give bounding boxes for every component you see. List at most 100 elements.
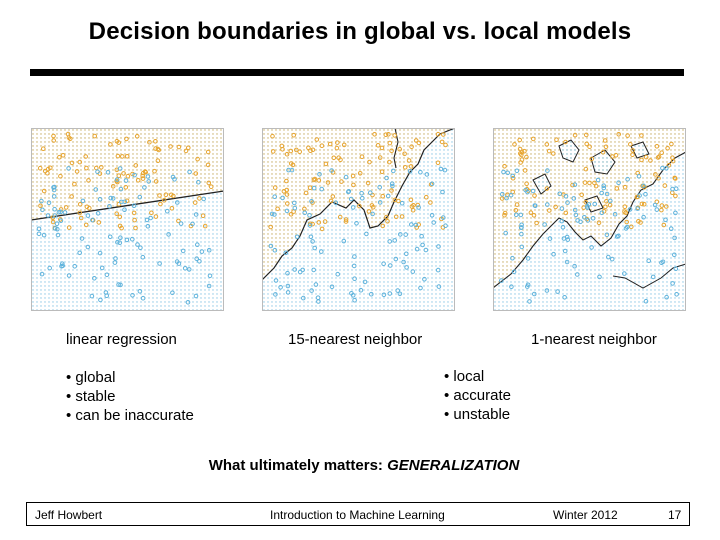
orange-sample-point (323, 161, 329, 167)
blue-sample-point (313, 282, 319, 287)
blue-sample-point (562, 248, 568, 254)
blue-sample-point (565, 237, 571, 242)
orange-sample-point (534, 220, 539, 226)
orange-sample-point (584, 141, 589, 147)
orange-sample-point (625, 133, 630, 138)
blue-sample-point (108, 195, 113, 201)
orange-sample-point (435, 131, 441, 137)
orange-sample-point (124, 198, 130, 204)
orange-sample-point (153, 214, 159, 219)
blue-sample-point (89, 293, 95, 299)
blue-sample-point (673, 210, 678, 216)
orange-sample-point (664, 204, 669, 209)
blue-sample-point (45, 213, 51, 218)
orange-sample-point (385, 219, 390, 224)
blue-sample-point (190, 221, 195, 227)
blue-sample-point (519, 222, 524, 228)
orange-sample-point (168, 144, 173, 149)
orange-sample-point (614, 186, 620, 191)
blue-sample-point (519, 244, 525, 250)
blue-sample-point (145, 174, 151, 179)
blue-sample-point (85, 213, 91, 218)
blue-sample-point (443, 223, 448, 228)
orange-sample-point (86, 178, 91, 183)
blue-sample-point (419, 233, 424, 239)
blue-sample-point (414, 246, 420, 252)
orange-sample-point (656, 175, 661, 181)
orange-sample-point (639, 157, 644, 163)
blue-sample-point (95, 169, 100, 175)
orange-sample-point (114, 138, 120, 144)
orange-sample-point (583, 166, 589, 172)
blue-sample-point (505, 170, 510, 176)
blue-sample-point (170, 290, 175, 296)
orange-sample-point (424, 194, 429, 200)
orange-sample-point (205, 149, 211, 155)
orange-sample-point (206, 180, 212, 186)
blue-sample-point (112, 260, 118, 265)
blue-sample-point (278, 285, 283, 290)
blue-sample-point (659, 260, 664, 265)
orange-sample-point (284, 178, 289, 184)
blue-sample-point (643, 298, 649, 304)
blue-sample-point (116, 282, 121, 287)
orange-sample-point (519, 152, 524, 158)
blue-sample-point (416, 205, 421, 210)
blue-sample-point (508, 192, 514, 198)
orange-sample-point (628, 141, 633, 147)
blue-sample-point (99, 265, 105, 271)
blue-sample-point (319, 186, 325, 192)
orange-sample-point (319, 226, 325, 232)
blue-sample-point (616, 180, 621, 186)
blue-sample-point (527, 299, 532, 304)
plot-1-nearest-neighbor (493, 128, 686, 311)
blue-sample-point (62, 210, 68, 215)
blue-sample-point (41, 232, 47, 238)
orange-sample-point (96, 220, 102, 225)
orange-sample-point (306, 145, 311, 151)
orange-sample-point (408, 164, 414, 169)
blue-sample-point (599, 190, 604, 196)
blue-sample-point (403, 232, 408, 237)
blue-sample-point (435, 267, 441, 273)
orange-sample-point (303, 190, 309, 196)
blue-sample-point (641, 214, 646, 220)
blue-sample-point (650, 274, 656, 280)
orange-sample-point (583, 200, 589, 205)
orange-sample-point (140, 176, 146, 181)
blue-sample-point (401, 259, 406, 265)
blue-sample-point (52, 226, 58, 231)
blue-sample-point (612, 211, 618, 217)
orange-sample-point (522, 148, 527, 154)
blue-sample-point (542, 222, 547, 227)
orange-sample-point (409, 144, 414, 150)
orange-sample-point (84, 165, 89, 171)
blue-sample-point (519, 231, 524, 237)
orange-sample-point (570, 182, 575, 188)
blue-sample-point (130, 293, 135, 298)
blue-sample-point (302, 210, 308, 216)
blue-sample-point (510, 255, 515, 261)
blue-sample-point (52, 213, 58, 218)
orange-sample-point (66, 225, 72, 230)
orange-sample-point (83, 154, 89, 159)
blue-sample-point (398, 232, 403, 237)
plot-15-nearest-neighbor (262, 128, 455, 311)
blue-sample-point (197, 259, 202, 264)
blue-sample-point (123, 178, 129, 183)
bullet-item: • accurate (444, 387, 511, 404)
orange-sample-point (69, 160, 75, 166)
blue-sample-point (636, 174, 642, 179)
blue-sample-point (286, 167, 291, 173)
blue-sample-point (410, 269, 416, 274)
blue-sample-point (429, 212, 435, 218)
orange-sample-point (662, 183, 668, 188)
orange-sample-point (387, 159, 392, 165)
slide-footer (26, 502, 690, 526)
blue-sample-point (604, 191, 610, 197)
orange-sample-point (587, 180, 592, 186)
orange-sample-point (365, 180, 371, 186)
orange-sample-point (366, 209, 372, 214)
blue-sample-point (118, 282, 123, 288)
blue-sample-point (172, 177, 177, 182)
